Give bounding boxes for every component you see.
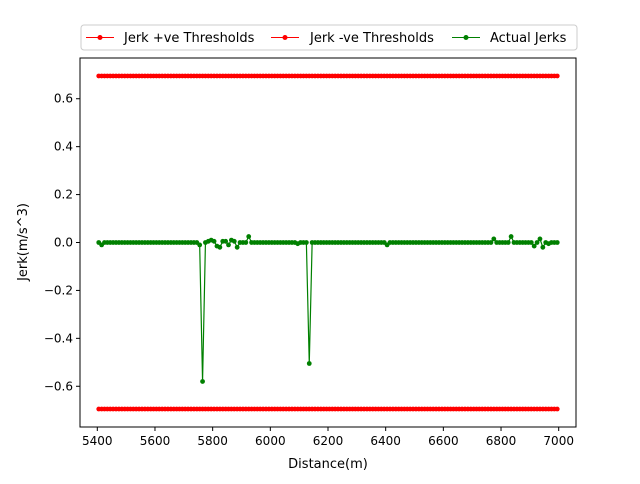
x-tick-label: 5600 bbox=[140, 434, 171, 448]
y-tick-label: −0.6 bbox=[44, 379, 73, 393]
data-point bbox=[534, 240, 540, 245]
data-point bbox=[528, 240, 534, 245]
data-point bbox=[306, 361, 312, 366]
data-point bbox=[246, 234, 252, 239]
legend-label: Jerk -ve Thresholds bbox=[309, 31, 434, 46]
legend-swatch-marker bbox=[463, 35, 469, 40]
y-axis-label: Jerk(m/s^3) bbox=[16, 203, 31, 282]
legend-frame bbox=[80, 24, 578, 51]
data-point bbox=[531, 243, 537, 249]
x-tick-label: 6600 bbox=[428, 434, 459, 448]
data-point bbox=[505, 240, 511, 245]
x-tick-label: 5800 bbox=[197, 434, 228, 448]
y-ticks: −0.6 −0.4 −0.2 0.0 0.2 0.4 0.6 bbox=[44, 92, 80, 393]
data-point bbox=[554, 406, 560, 412]
legend-swatch-marker bbox=[97, 35, 103, 40]
legend-label: Jerk +ve Thresholds bbox=[123, 31, 255, 46]
legend-entry-negative-threshold: Jerk -ve Thresholds bbox=[271, 31, 434, 46]
legend: Jerk +ve Thresholds Jerk -ve Thresholds … bbox=[80, 24, 578, 51]
data-point bbox=[540, 244, 546, 250]
data-point bbox=[234, 244, 240, 250]
data-point bbox=[488, 240, 494, 245]
x-tick-label: 6000 bbox=[255, 434, 286, 448]
y-tick-label: 0.0 bbox=[54, 236, 73, 250]
x-axis-label: Distance(m) bbox=[288, 457, 368, 472]
data-point bbox=[491, 236, 497, 242]
x-tick-label: 6400 bbox=[370, 434, 401, 448]
data-point bbox=[537, 236, 543, 242]
series-actual-jerks bbox=[96, 234, 560, 384]
series-layer bbox=[96, 73, 560, 412]
series-negative-threshold bbox=[96, 406, 560, 412]
y-tick-label: −0.4 bbox=[44, 331, 73, 345]
data-point bbox=[197, 242, 203, 248]
legend-label: Actual Jerks bbox=[490, 31, 567, 46]
x-tick-label: 6200 bbox=[313, 434, 344, 448]
y-tick-label: −0.2 bbox=[44, 283, 73, 297]
data-point bbox=[231, 238, 237, 244]
data-point bbox=[554, 240, 560, 245]
legend-entry-positive-threshold: Jerk +ve Thresholds bbox=[86, 31, 255, 46]
y-tick-label: 0.6 bbox=[54, 92, 73, 106]
series-positive-threshold bbox=[96, 73, 560, 79]
x-ticks: 5400 5600 5800 6000 6200 6400 6600 6800 7000 bbox=[82, 427, 574, 448]
y-tick-label: 0.2 bbox=[54, 188, 73, 202]
data-point bbox=[217, 244, 223, 250]
x-tick-label: 7000 bbox=[543, 434, 574, 448]
data-point bbox=[200, 379, 205, 384]
data-point bbox=[223, 238, 229, 244]
x-tick-label: 5400 bbox=[82, 434, 113, 448]
legend-swatch-marker bbox=[282, 35, 288, 40]
legend-entry-actual-jerks: Actual Jerks bbox=[452, 31, 567, 46]
data-point bbox=[303, 240, 309, 245]
data-point bbox=[243, 240, 249, 245]
data-point bbox=[226, 242, 231, 248]
data-point bbox=[211, 238, 217, 244]
x-tick-label: 6800 bbox=[486, 434, 517, 448]
data-point bbox=[508, 234, 514, 239]
y-tick-label: 0.4 bbox=[54, 140, 73, 154]
data-point bbox=[554, 73, 560, 79]
